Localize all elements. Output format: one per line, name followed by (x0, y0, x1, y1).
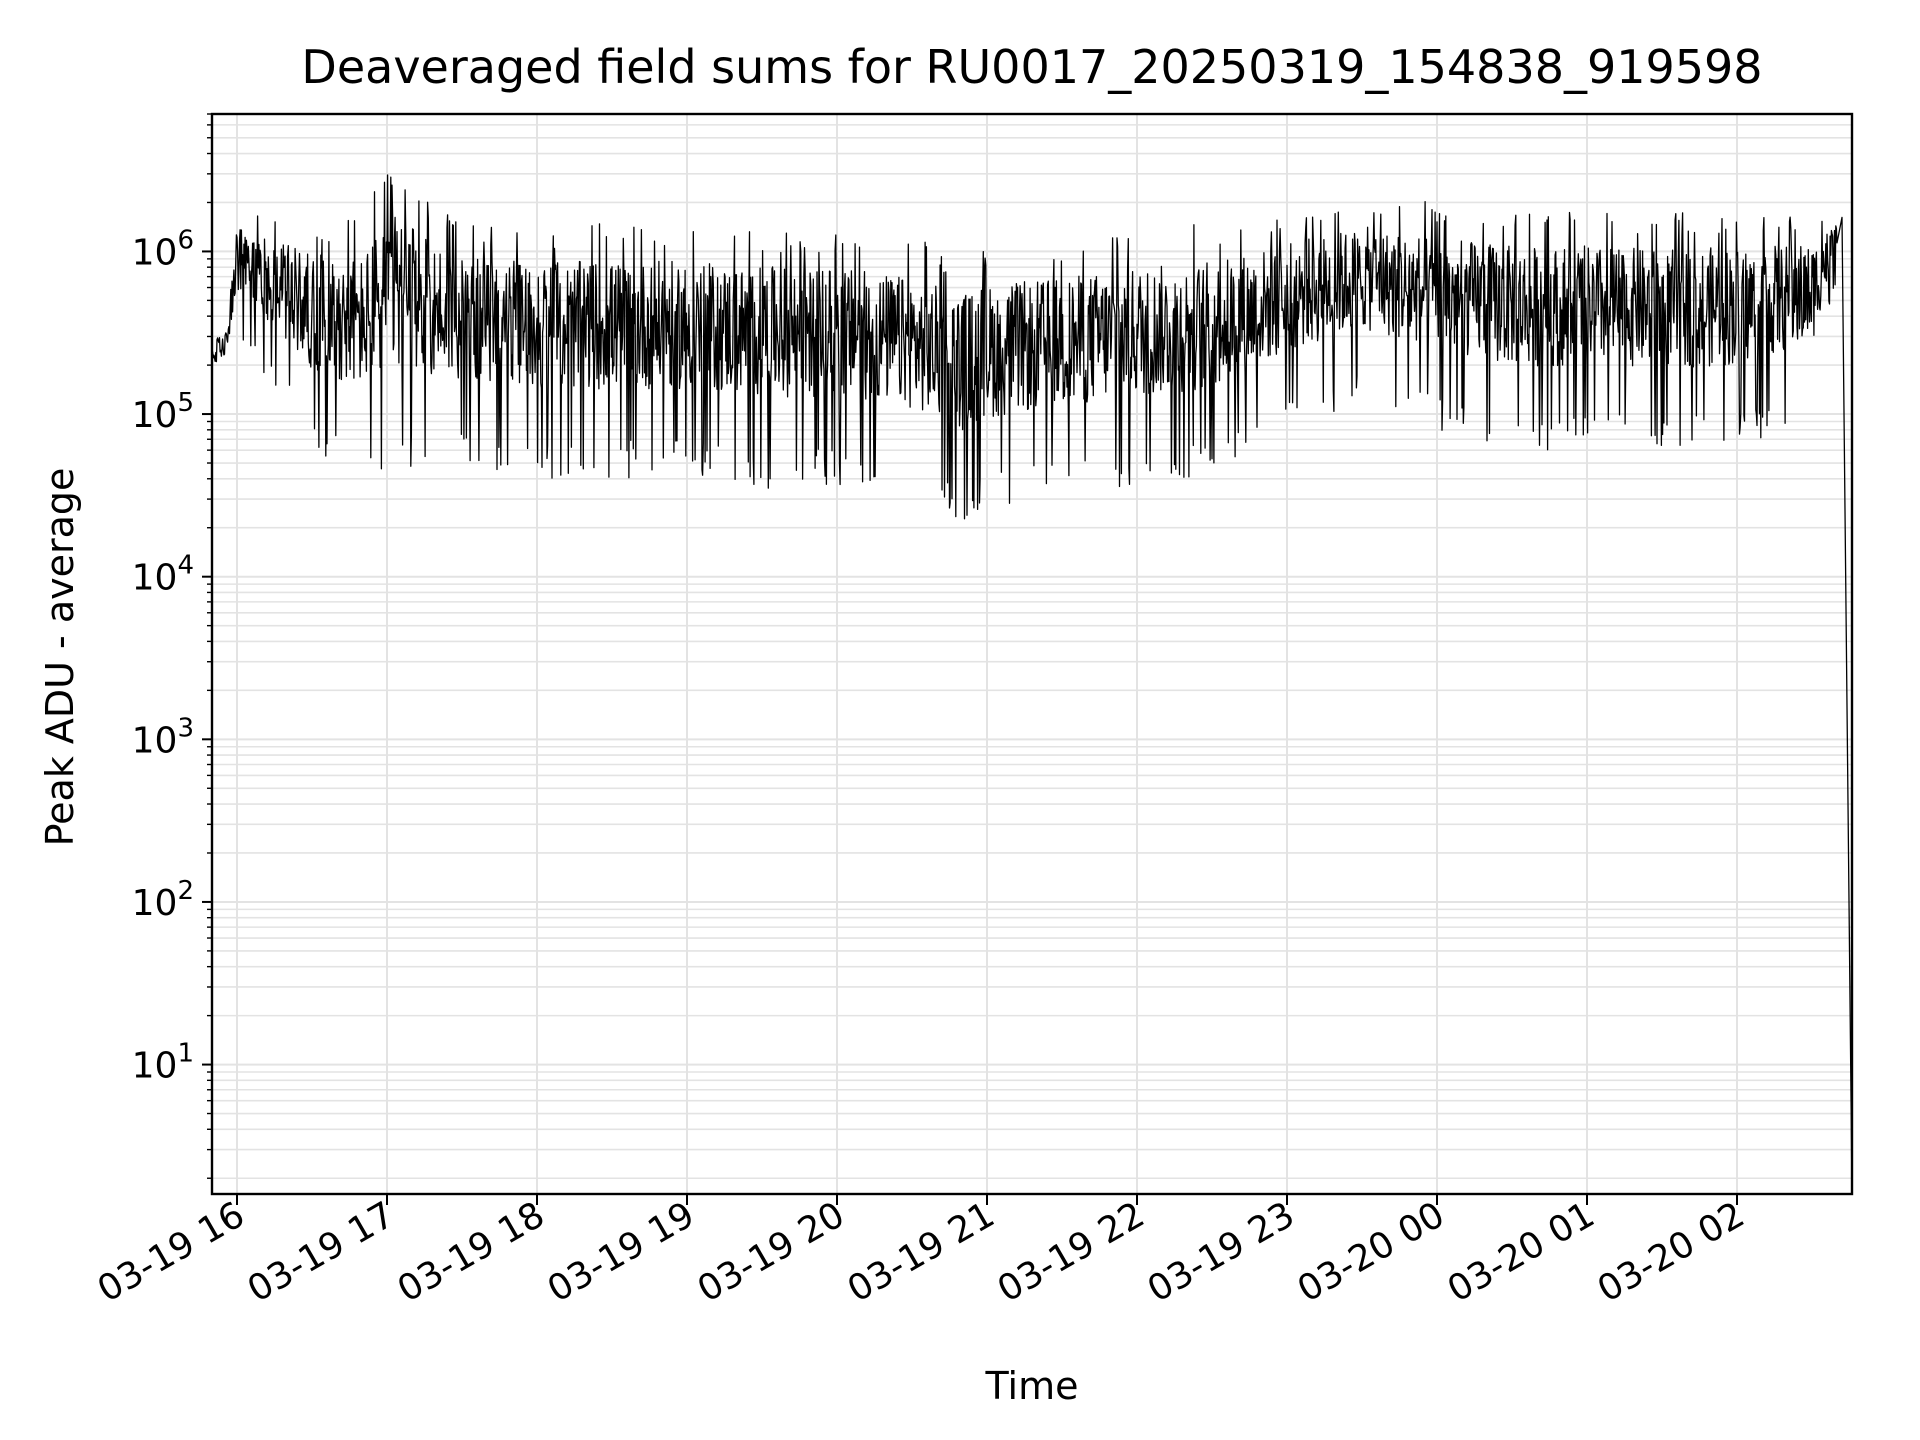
y-tick-label: 106 (132, 225, 194, 273)
x-tick-label: 03-19 20 (691, 1194, 852, 1310)
x-tick-label: 03-19 16 (91, 1194, 252, 1310)
x-tick-label: 03-19 21 (841, 1194, 1002, 1310)
y-axis: 101 102 103 104 105 106 (132, 113, 212, 1179)
x-tick-label: 03-20 01 (1441, 1194, 1602, 1310)
series-line (211, 174, 1853, 1195)
plot-frame (210, 112, 1854, 1196)
x-tick-label: 03-19 18 (391, 1194, 552, 1310)
y-tick-label: 102 (132, 876, 194, 924)
y-tick-label: 103 (132, 713, 194, 761)
data-series (211, 174, 1853, 1195)
grid-lines (212, 113, 1852, 1194)
x-tick-label: 03-19 22 (991, 1194, 1152, 1310)
y-tick-label: 104 (132, 551, 194, 599)
y-tick-label: 105 (132, 388, 194, 436)
x-tick-label: 03-19 19 (541, 1194, 702, 1310)
x-tick-label: 03-19 23 (1141, 1194, 1302, 1310)
y-tick-label: 101 (132, 1039, 194, 1087)
y-axis-label: Peak ADU - average (38, 467, 82, 847)
chart-title: Deaveraged field sums for RU0017_2025031… (301, 40, 1763, 94)
x-axis-label: Time (985, 1364, 1079, 1408)
x-tick-label: 03-20 00 (1291, 1194, 1452, 1310)
x-tick-label: 03-19 17 (241, 1194, 402, 1310)
x-tick-label: 03-20 02 (1591, 1194, 1752, 1310)
